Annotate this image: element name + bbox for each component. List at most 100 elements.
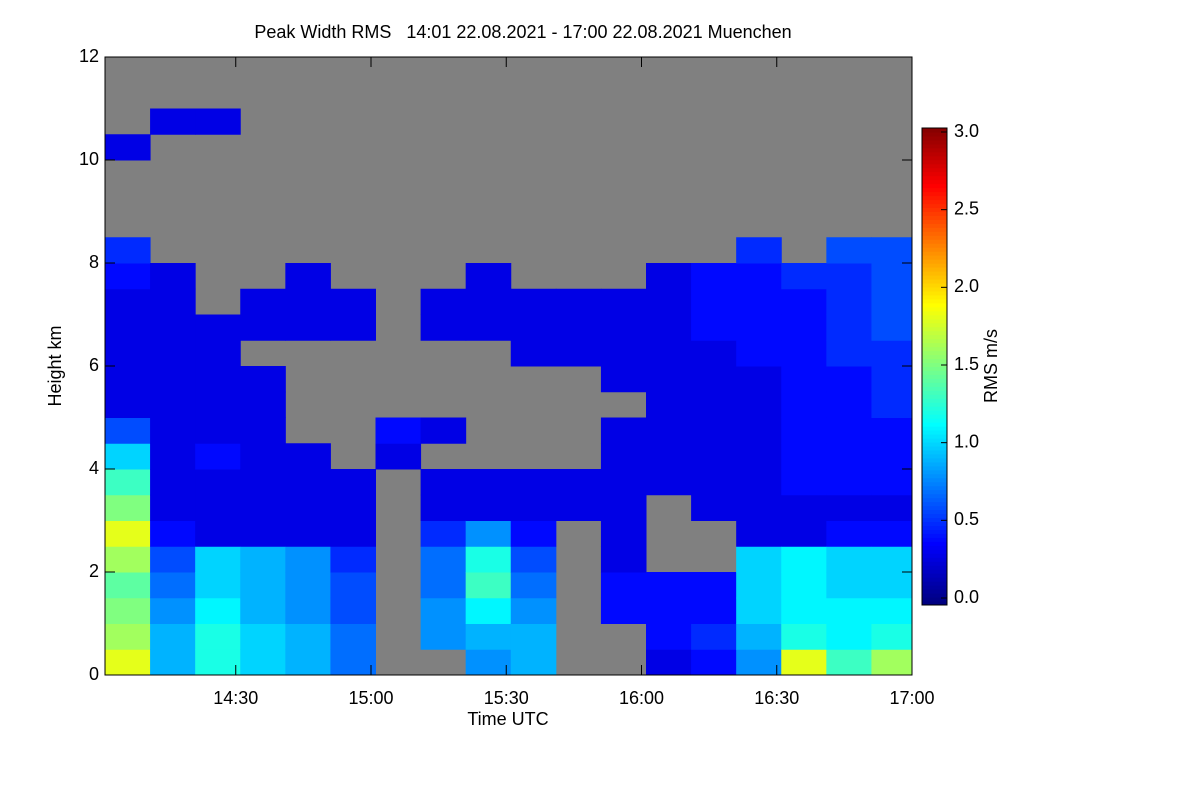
colorbar-segment: [922, 390, 947, 395]
colorbar-tick-label: 0.0: [954, 587, 979, 607]
heatmap-cell: [781, 520, 827, 547]
colorbar-segment: [922, 386, 947, 391]
colorbar-segment: [922, 239, 947, 244]
colorbar-segment: [922, 597, 947, 602]
colorbar-segment: [922, 302, 947, 308]
heatmap-cell: [736, 288, 782, 315]
colorbar-segment: [922, 573, 947, 578]
heatmap-cell: [826, 597, 872, 624]
colorbar-segment: [922, 326, 947, 332]
heatmap-cell: [826, 520, 872, 547]
heatmap-cell: [510, 469, 557, 496]
heatmap-cell: [781, 572, 827, 599]
heatmap-cell: [240, 366, 286, 393]
colorbar-segment: [922, 521, 947, 526]
heatmap-cell: [465, 263, 512, 290]
colorbar-segment: [922, 275, 947, 280]
heatmap-cell: [871, 237, 913, 264]
heatmap-cell: [781, 649, 827, 676]
heatmap-cell: [240, 546, 286, 573]
heatmap-cell: [646, 443, 692, 470]
heatmap-cell: [826, 469, 872, 496]
heatmap-cell: [330, 623, 377, 650]
heatmap-cell: [826, 340, 872, 367]
heatmap-cell: [736, 391, 782, 418]
colorbar-segment: [922, 259, 947, 264]
heatmap-cell: [240, 520, 286, 547]
heatmap-cell: [781, 417, 827, 444]
colorbar-label: RMS m/s: [981, 329, 1001, 403]
colorbar-segment: [922, 215, 947, 220]
colorbar-segment: [922, 422, 947, 427]
heatmap-cell: [240, 572, 286, 599]
heatmap-cell: [285, 546, 331, 573]
heatmap-cell: [105, 391, 151, 418]
heatmap-cell: [781, 469, 827, 496]
colorbar-segment: [922, 143, 947, 149]
heatmap-cell: [736, 314, 782, 341]
heatmap-cell: [195, 443, 241, 470]
colorbar-segment: [922, 438, 947, 443]
x-tick-label: 15:30: [484, 688, 529, 708]
heatmap-cell: [646, 340, 692, 367]
colorbar-segment: [922, 545, 947, 550]
colorbar-segment: [922, 473, 947, 479]
heatmap-cell: [420, 546, 467, 573]
colorbar-segment: [922, 442, 947, 447]
colorbar-segment: [922, 283, 947, 288]
colorbar-segment: [922, 223, 947, 228]
heatmap-cell: [105, 417, 151, 444]
colorbar-segment: [922, 354, 947, 360]
colorbar-segment: [922, 402, 947, 407]
colorbar-segment: [922, 465, 947, 471]
colorbar-segment: [922, 394, 947, 399]
heatmap-cell: [646, 597, 692, 624]
heatmap-cell: [465, 649, 512, 676]
colorbar-segment: [922, 350, 947, 356]
heatmap-cell: [285, 469, 331, 496]
heatmap-cell: [240, 469, 286, 496]
x-tick-label: 16:30: [754, 688, 799, 708]
colorbar-segment: [922, 314, 947, 320]
heatmap-cell: [240, 443, 286, 470]
heatmap-cell: [781, 597, 827, 624]
heatmap-cell: [736, 649, 782, 676]
heatmap-cell: [150, 391, 196, 418]
heatmap-cell: [871, 649, 913, 676]
heatmap-cell: [150, 546, 196, 573]
heatmap-cell: [465, 494, 512, 521]
y-tick-label: 8: [89, 252, 99, 272]
heatmap-cell: [465, 572, 512, 599]
colorbar-segment: [922, 485, 947, 491]
colorbar-segment: [922, 207, 947, 212]
heatmap-cell: [691, 623, 737, 650]
heatmap-cell: [781, 263, 827, 290]
colorbar-segment: [922, 179, 947, 185]
heatmap-cell: [555, 314, 602, 341]
heatmap-cell: [826, 237, 872, 264]
heatmap-cell: [691, 417, 737, 444]
heatmap-cell: [871, 417, 913, 444]
colorbar-segment: [922, 561, 947, 566]
heatmap-cell: [150, 340, 196, 367]
heatmap-cell: [105, 469, 151, 496]
colorbar-segment: [922, 195, 947, 201]
colorbar-segment: [922, 219, 947, 224]
heatmap-cell: [285, 263, 331, 290]
heatmap-cell: [375, 417, 422, 444]
colorbar-segment: [922, 159, 947, 165]
colorbar-segment: [922, 271, 947, 276]
heatmap-cell: [510, 546, 557, 573]
heatmap-cell: [150, 443, 196, 470]
heatmap-cell: [105, 237, 151, 264]
heatmap-cell: [691, 494, 737, 521]
heatmap-cell: [736, 494, 782, 521]
y-tick-label: 4: [89, 458, 99, 478]
heatmap-cell: [826, 494, 872, 521]
heatmap-cell: [826, 546, 872, 573]
heatmap-cell: [781, 623, 827, 650]
heatmap-cell: [781, 443, 827, 470]
heatmap-cell: [600, 314, 647, 341]
colorbar-segment: [922, 505, 947, 511]
heatmap-cell: [600, 597, 647, 624]
